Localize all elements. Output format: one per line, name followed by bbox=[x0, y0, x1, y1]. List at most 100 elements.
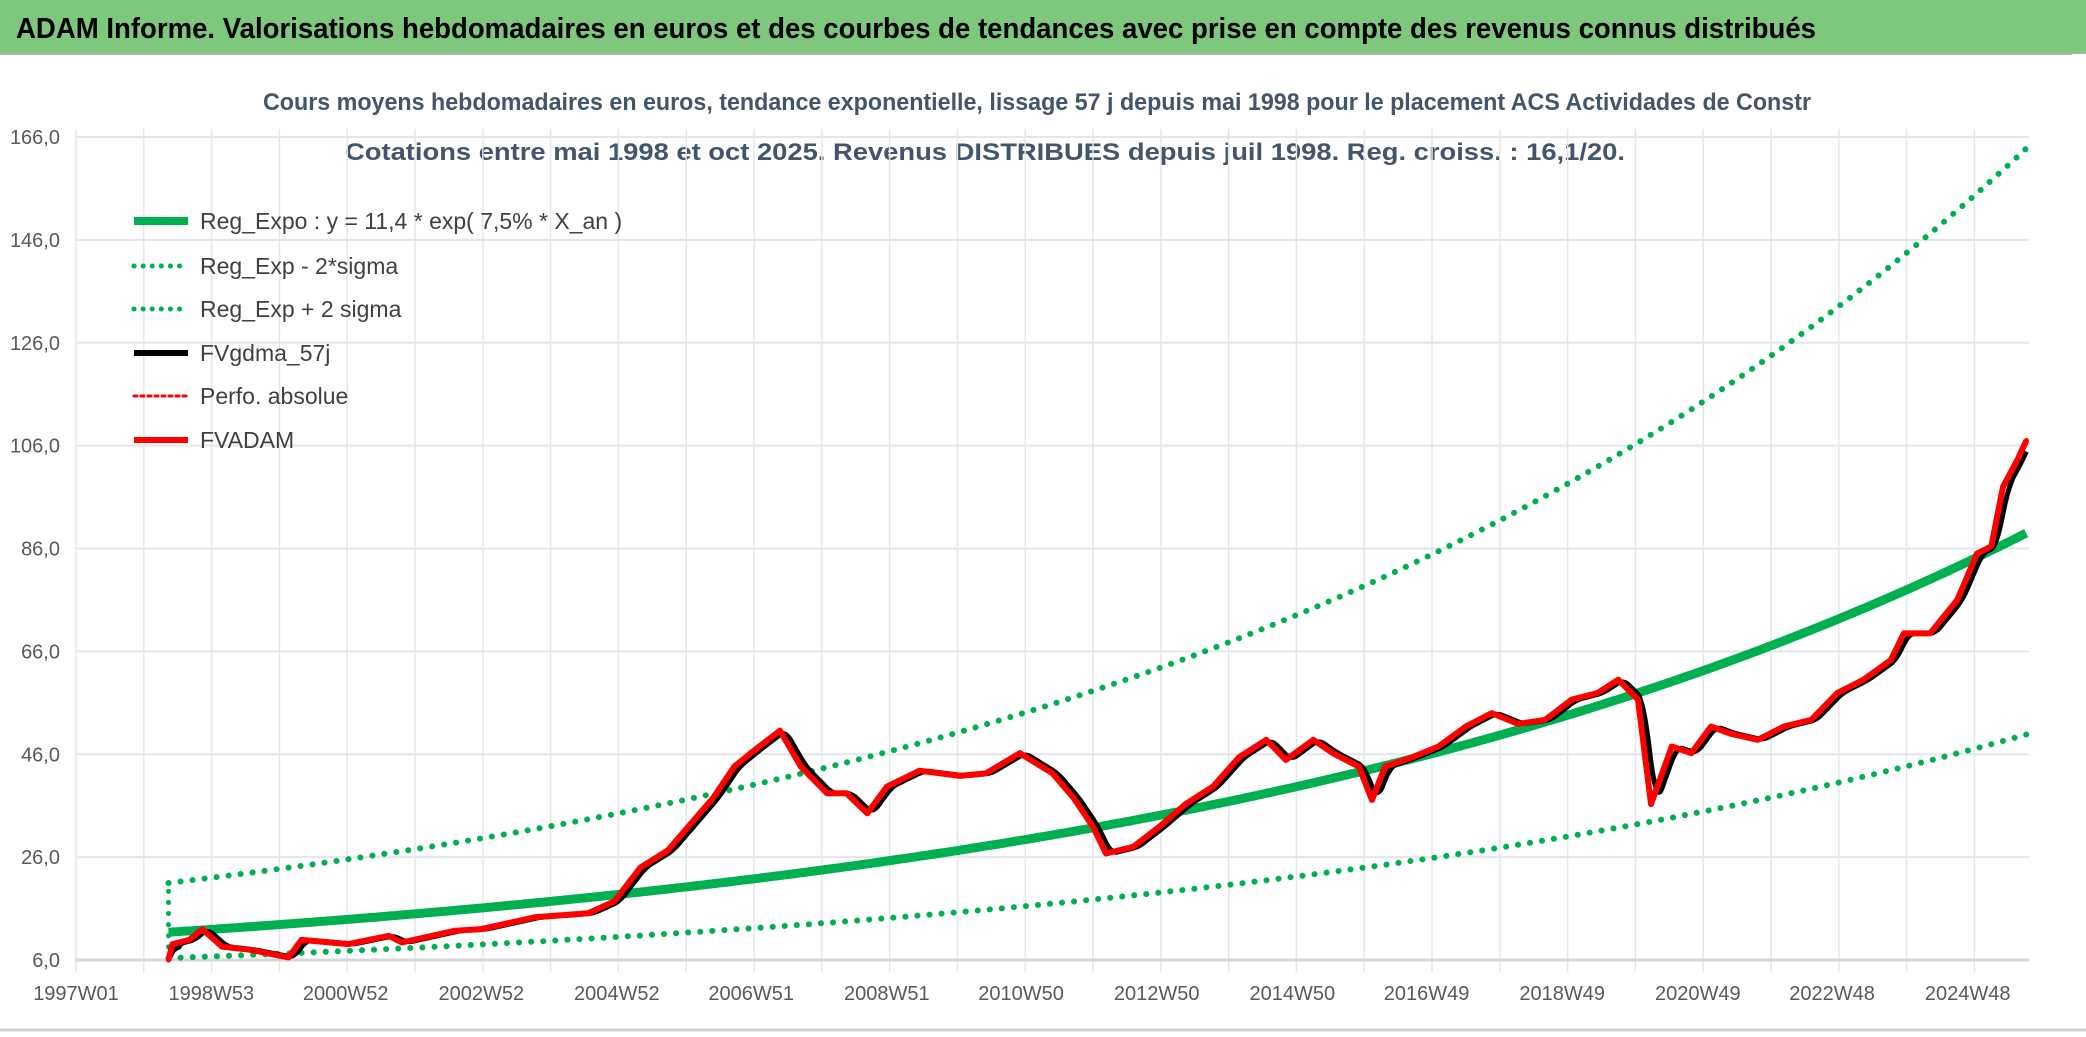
fvadam-point bbox=[1103, 851, 1109, 857]
fvadam-point bbox=[1382, 764, 1388, 770]
fvadam-point bbox=[346, 941, 352, 947]
fvadam-point bbox=[777, 728, 783, 734]
fvadam-point bbox=[1515, 721, 1521, 727]
fvadam-point bbox=[1156, 824, 1162, 830]
fvadam-point bbox=[1834, 690, 1840, 696]
fvadam-point bbox=[1781, 723, 1787, 729]
legend-label: Perfo. absolue bbox=[200, 383, 348, 409]
fvadam-point bbox=[1569, 697, 1575, 703]
fvadam-point bbox=[864, 810, 870, 816]
x-tick-label: 2006W51 bbox=[708, 983, 794, 1005]
x-tick-label: 1997W01 bbox=[33, 983, 119, 1005]
fvadam-point bbox=[452, 928, 458, 934]
x-tick-label: 2008W51 bbox=[844, 983, 930, 1005]
y-tick-label: 166,0 bbox=[10, 127, 60, 149]
fvadam-point bbox=[1130, 844, 1136, 850]
chart-subtitle: Cotations entre mai 1998 et oct 2025. Re… bbox=[345, 139, 1625, 166]
fvadam-point bbox=[1263, 737, 1269, 743]
fvadam-point bbox=[731, 764, 737, 770]
fvadam-point bbox=[1310, 737, 1316, 743]
fvadam-point bbox=[532, 914, 538, 920]
fvadam-point bbox=[478, 926, 484, 932]
fvadam-point bbox=[1463, 723, 1469, 729]
x-tick-label: 2018W49 bbox=[1519, 983, 1605, 1005]
fvadam-point bbox=[298, 937, 304, 943]
x-tick-label: 2010W50 bbox=[978, 983, 1064, 1005]
fvadam-point bbox=[1635, 697, 1641, 703]
fvadam-point bbox=[665, 847, 671, 853]
fvadam-point bbox=[1888, 657, 1894, 663]
fvadam-point bbox=[1542, 717, 1548, 723]
fvadam-point bbox=[916, 768, 922, 774]
fvadam-point bbox=[1236, 754, 1242, 760]
fvadam-point bbox=[399, 940, 405, 946]
x-tick-label: 2014W50 bbox=[1249, 983, 1335, 1005]
fvadam-point bbox=[1017, 750, 1023, 756]
series-reg-exp-plus-2sigma bbox=[165, 145, 2030, 886]
fvadam-point bbox=[1210, 784, 1216, 790]
fvadam-point bbox=[824, 790, 830, 796]
x-tick-label: 2000W52 bbox=[303, 983, 389, 1005]
x-tick-label: 2004W52 bbox=[574, 983, 660, 1005]
fvadam-point bbox=[983, 770, 989, 776]
fvadam-point bbox=[1901, 630, 1907, 636]
fvadam-point bbox=[1927, 630, 1933, 636]
y-tick-label: 106,0 bbox=[10, 436, 60, 458]
fvadam-point bbox=[1409, 754, 1415, 760]
y-tick-label: 46,0 bbox=[21, 744, 60, 766]
banner-bar bbox=[0, 0, 2086, 54]
fvadam-point bbox=[2023, 437, 2029, 443]
fvadam-point bbox=[199, 926, 205, 932]
fvadam-point bbox=[1050, 770, 1055, 776]
fvadam-point bbox=[1615, 677, 1621, 683]
x-tick-label: 2020W49 bbox=[1655, 983, 1741, 1005]
fvadam-point bbox=[1369, 797, 1375, 803]
fvadam-point bbox=[1708, 723, 1714, 729]
fvadam-point bbox=[2000, 484, 2006, 490]
y-tick-label: 6,0 bbox=[32, 950, 60, 972]
fvadam-point bbox=[585, 910, 591, 916]
fvadam-point bbox=[1595, 690, 1601, 696]
x-tick-label: 2024W48 bbox=[1925, 983, 2011, 1005]
fvadam-point bbox=[843, 790, 849, 796]
legend-label: Reg_Exp - 2*sigma bbox=[200, 253, 398, 279]
fvadam-point bbox=[2014, 457, 2020, 463]
x-axis: 1997W01 1998W53 2000W52 2002W52 2004W52 2006W… bbox=[33, 983, 2010, 1005]
y-tick-label: 126,0 bbox=[10, 333, 60, 355]
fvadam-point bbox=[1183, 801, 1189, 807]
fvadam-point bbox=[1988, 543, 1994, 549]
fvadam-point bbox=[957, 773, 963, 779]
fvadam-point bbox=[1489, 710, 1495, 716]
x-tick-label: 2016W49 bbox=[1384, 983, 1470, 1005]
fvadam-point bbox=[884, 784, 890, 790]
fvadam-point bbox=[611, 898, 617, 904]
fvadam-point bbox=[1070, 794, 1076, 800]
fvadam-point bbox=[1728, 731, 1734, 737]
fvadam-point bbox=[169, 941, 175, 947]
fvadam-point bbox=[186, 937, 192, 943]
fvadam-point bbox=[751, 748, 757, 754]
legend-label: Reg_Expo : y = 11,4 * exp( 7,5% * X_an ) bbox=[200, 208, 622, 234]
fvadam-point bbox=[798, 764, 804, 770]
fvadam-point bbox=[1436, 744, 1442, 750]
fvadam-point bbox=[1954, 597, 1960, 603]
x-tick-label: 2022W48 bbox=[1789, 983, 1875, 1005]
fvadam-point bbox=[1648, 801, 1654, 807]
fvadam-point bbox=[1861, 677, 1867, 683]
fvadam-point bbox=[386, 933, 392, 939]
fvadam-point bbox=[1090, 824, 1096, 830]
gridlines bbox=[75, 129, 2029, 972]
y-tick-label: 146,0 bbox=[10, 230, 60, 252]
chart-title: Cours moyens hebdomadaires en euros, ten… bbox=[263, 89, 1811, 116]
series-reg-exp-minus-2sigma bbox=[165, 731, 2030, 961]
fvadam-point bbox=[1283, 757, 1289, 763]
fvadam-point bbox=[710, 794, 716, 800]
fvadam-point bbox=[219, 944, 225, 950]
fvadam-point bbox=[1808, 717, 1814, 723]
fvadam-point bbox=[1669, 744, 1675, 750]
fvadam-point bbox=[1356, 764, 1362, 770]
fvadam-point bbox=[1755, 737, 1761, 743]
fvadam-point bbox=[1974, 551, 1980, 557]
